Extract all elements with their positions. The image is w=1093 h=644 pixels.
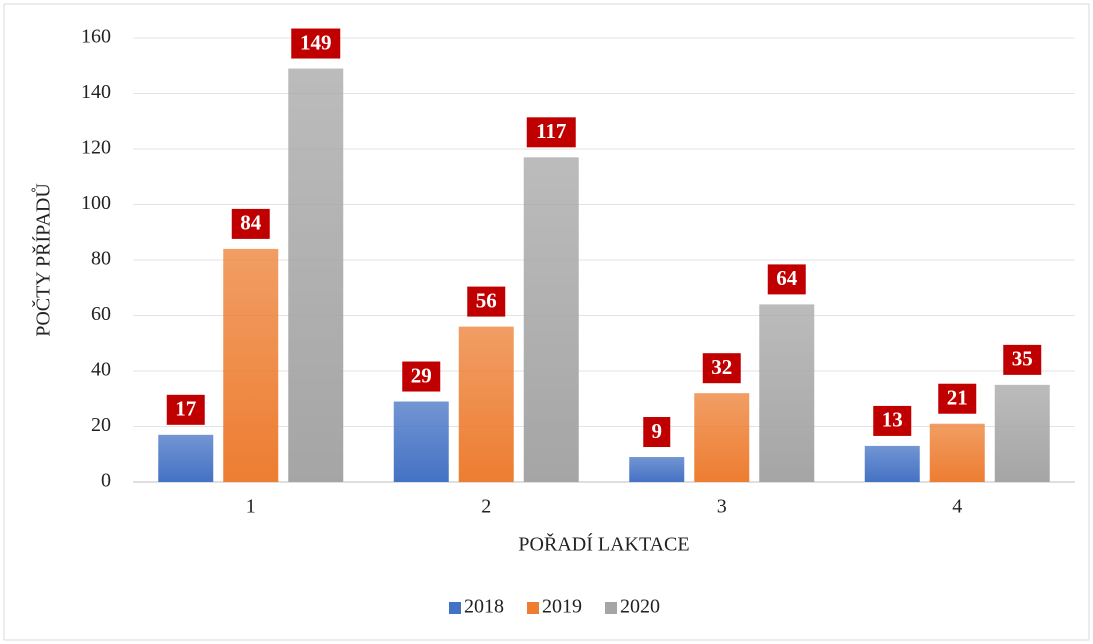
y-tick-label: 100 xyxy=(81,192,111,214)
y-tick-label: 120 xyxy=(81,137,111,159)
value-label-box xyxy=(767,264,806,295)
value-label: 17 xyxy=(175,397,196,421)
value-label-box xyxy=(467,286,506,317)
y-tick-label: 0 xyxy=(101,470,111,492)
y-tick-label: 20 xyxy=(91,414,111,436)
y-tick-label: 160 xyxy=(81,26,111,48)
bar xyxy=(864,445,920,482)
x-tick-label: 1 xyxy=(246,496,256,518)
value-label: 149 xyxy=(300,30,332,54)
value-label-box xyxy=(291,28,341,59)
bar xyxy=(994,384,1050,482)
y-tick-label: 140 xyxy=(81,81,111,103)
value-label: 13 xyxy=(882,408,903,432)
value-label: 56 xyxy=(476,288,497,312)
legend-swatch xyxy=(527,602,539,614)
bar xyxy=(694,393,750,482)
y-axis-label: POČTY PŘÍPADŮ xyxy=(31,183,55,337)
legend-swatch xyxy=(605,602,617,614)
legend-label: 2018 xyxy=(464,596,504,618)
value-label: 117 xyxy=(536,119,566,143)
x-tick-label: 3 xyxy=(717,496,727,518)
legend-swatch xyxy=(449,602,461,614)
x-tick-label: 2 xyxy=(481,496,491,518)
value-label-box xyxy=(643,417,671,448)
bar xyxy=(393,401,449,482)
value-label-box xyxy=(526,117,576,148)
bar xyxy=(458,326,514,482)
bar xyxy=(523,157,579,482)
value-label-box xyxy=(1003,344,1042,375)
value-label: 64 xyxy=(776,266,798,290)
value-label-box xyxy=(938,383,977,414)
value-label-box xyxy=(702,353,741,384)
value-label: 84 xyxy=(240,211,262,235)
value-label: 21 xyxy=(947,386,968,410)
value-label: 35 xyxy=(1012,347,1033,371)
bar xyxy=(629,457,685,482)
value-label-box xyxy=(873,405,912,436)
value-label-box xyxy=(166,394,205,425)
value-label-box xyxy=(231,208,270,239)
x-tick-label: 4 xyxy=(952,496,962,518)
bar xyxy=(759,304,815,482)
legend-label: 2020 xyxy=(620,596,660,618)
bar xyxy=(929,423,985,482)
bar xyxy=(288,68,344,483)
y-tick-label: 80 xyxy=(91,248,111,270)
x-axis-label: POŘADÍ LAKTACE xyxy=(518,533,689,556)
bar xyxy=(158,434,214,482)
value-label: 9 xyxy=(652,419,663,443)
bar xyxy=(223,248,279,482)
y-tick-label: 40 xyxy=(91,359,111,381)
legend-label: 2019 xyxy=(542,596,582,618)
value-label-box xyxy=(402,361,441,392)
value-label: 32 xyxy=(711,355,732,379)
y-tick-label: 60 xyxy=(91,303,111,325)
value-label: 29 xyxy=(411,363,432,387)
